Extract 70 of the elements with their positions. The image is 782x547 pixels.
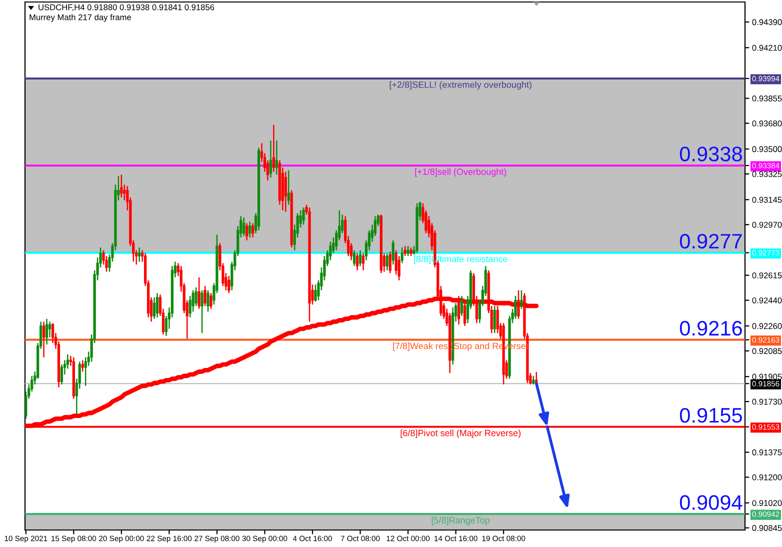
- candlestick: [152, 296, 156, 320]
- ref-line-label: [5/8]RangeTop: [432, 516, 490, 526]
- candlestick: [228, 275, 230, 294]
- candlestick: [356, 252, 359, 271]
- annotation: 0.9155: [680, 408, 742, 423]
- y-tick-label: 0.93500: [752, 146, 782, 152]
- candlestick: [272, 124, 275, 172]
- y-tick-label: 0.91730: [752, 398, 782, 405]
- annotation: 0.9338: [680, 146, 742, 162]
- y-tick-label: 0.92615: [752, 272, 782, 278]
- candlestick: [388, 251, 392, 274]
- candlestick: [138, 246, 141, 262]
- candlestick: [392, 240, 394, 266]
- candlestick: [120, 174, 123, 198]
- ref-line-label: [+1/8]sell (Overbought): [415, 168, 506, 177]
- candlestick: [251, 222, 254, 238]
- chart-title: USDCHF,H4 0.91880 0.91938 0.91841 0.91856: [38, 4, 214, 12]
- candlestick: [204, 285, 206, 307]
- candlestick: [352, 250, 356, 267]
- candlestick: [123, 184, 126, 201]
- y-tick-label: 0.93325: [752, 171, 782, 178]
- candlestick: [406, 245, 410, 257]
- candlestick: [246, 222, 248, 241]
- y-tick-label: 0.91905: [752, 374, 782, 380]
- y-tick-label: 0.94210: [752, 44, 782, 51]
- annotation: 0.9277: [680, 234, 742, 249]
- candlestick: [60, 364, 64, 386]
- candlestick: [200, 290, 204, 334]
- candlestick: [206, 290, 210, 312]
- y-tick-label: 0.92085: [752, 348, 782, 354]
- candlestick: [269, 140, 272, 178]
- candlestick: [275, 140, 278, 176]
- candlestick: [358, 250, 362, 267]
- y-tick-label: 0.91020: [752, 500, 782, 506]
- candlestick: [42, 321, 46, 358]
- candlestick: [198, 276, 200, 310]
- candlestick: [45, 318, 48, 346]
- candlestick: [81, 360, 84, 372]
- y-tick-label: 0.92260: [752, 323, 782, 330]
- candlestick: [460, 295, 464, 317]
- y-tick-label: 0.92440: [752, 297, 782, 304]
- annotation: 0.9216: [680, 320, 742, 336]
- y-tick-label: 0.93680: [752, 120, 782, 126]
- candlestick: [302, 206, 305, 226]
- annotation: 0.9094: [680, 495, 742, 510]
- candlestick: [514, 295, 517, 320]
- candlestick: [493, 305, 496, 334]
- y-tick-label: 0.92970: [752, 222, 782, 228]
- y-tick-label: 0.91200: [752, 474, 782, 480]
- candlestick: [404, 245, 406, 257]
- candlestick: [287, 170, 290, 206]
- y-tick-label: 0.93145: [752, 196, 782, 203]
- y-tick-label: 0.94390: [752, 19, 782, 26]
- candlestick: [210, 292, 212, 310]
- ref-line-label: [6/8]Pivot sell (Major Reverse): [400, 430, 520, 438]
- text: Murrey Math 217 day frame: [30, 14, 131, 22]
- candlestick: [248, 221, 252, 238]
- y-tick-label: 0.93855: [752, 96, 782, 102]
- candlestick: [284, 171, 287, 212]
- y-tick-label: 0.91375: [752, 449, 782, 456]
- ref-line-label: [+2/8]SELL! (extremely overbought): [390, 81, 532, 90]
- candlestick: [156, 292, 159, 318]
- candlestick: [362, 252, 365, 271]
- candlestick: [400, 246, 404, 264]
- y-tick-label: 0.90845: [752, 525, 782, 531]
- candlestick: [242, 216, 246, 237]
- candlestick: [463, 302, 466, 327]
- candlestick: [314, 284, 317, 302]
- candlestick: [520, 290, 523, 310]
- candlestick: [386, 252, 388, 271]
